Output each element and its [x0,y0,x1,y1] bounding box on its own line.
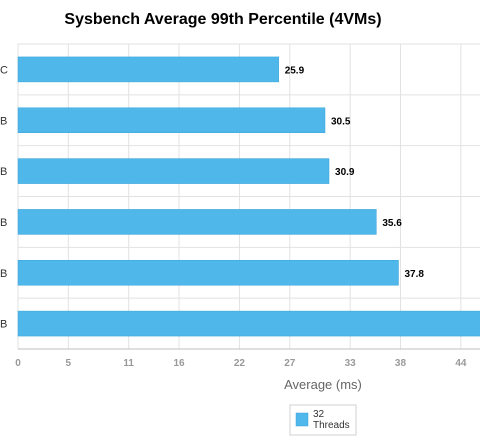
data-label: 35.6 [382,218,402,229]
x-tick-label: 33 [345,358,357,369]
x-tick-label: 44 [455,358,467,369]
x-axis-title: Average (ms) [284,377,362,392]
bar[interactable] [17,260,399,286]
x-axis-ticks: 0 5 11 16 22 27 33 38 44 [15,358,467,369]
bar[interactable] [17,107,326,133]
category-labels: C B B B B B [0,64,8,330]
category-label: B [0,115,7,127]
data-label: 37.8 [404,269,424,280]
x-tick-label: 38 [395,358,407,369]
x-tick-label: 22 [234,358,246,369]
bar[interactable] [17,158,330,184]
x-tick-label: 5 [66,358,72,369]
x-tick-label: 11 [123,358,134,369]
grid [17,43,480,350]
value-labels: 25.9 30.5 30.9 35.6 37.8 [285,65,425,279]
legend-swatch [295,412,309,427]
data-label: 30.5 [331,116,351,127]
x-tick-label: 27 [284,358,296,369]
category-label: B [0,166,7,178]
data-label: 30.9 [335,167,355,178]
legend-label: 32 [313,409,325,420]
x-tick-label: 16 [173,358,185,369]
x-tick-label: 0 [15,358,21,369]
bar[interactable] [17,209,377,235]
category-label: B [0,217,7,229]
category-label: B [0,268,7,280]
category-label: C [0,64,8,76]
bar[interactable] [17,56,279,83]
chart-title: Sysbench Average 99th Percentile (4VMs) [64,11,381,28]
bar[interactable] [17,310,480,337]
data-label: 25.9 [285,65,305,76]
category-label: B [0,319,7,331]
legend-label: Threads [313,420,350,431]
bars [17,56,480,337]
